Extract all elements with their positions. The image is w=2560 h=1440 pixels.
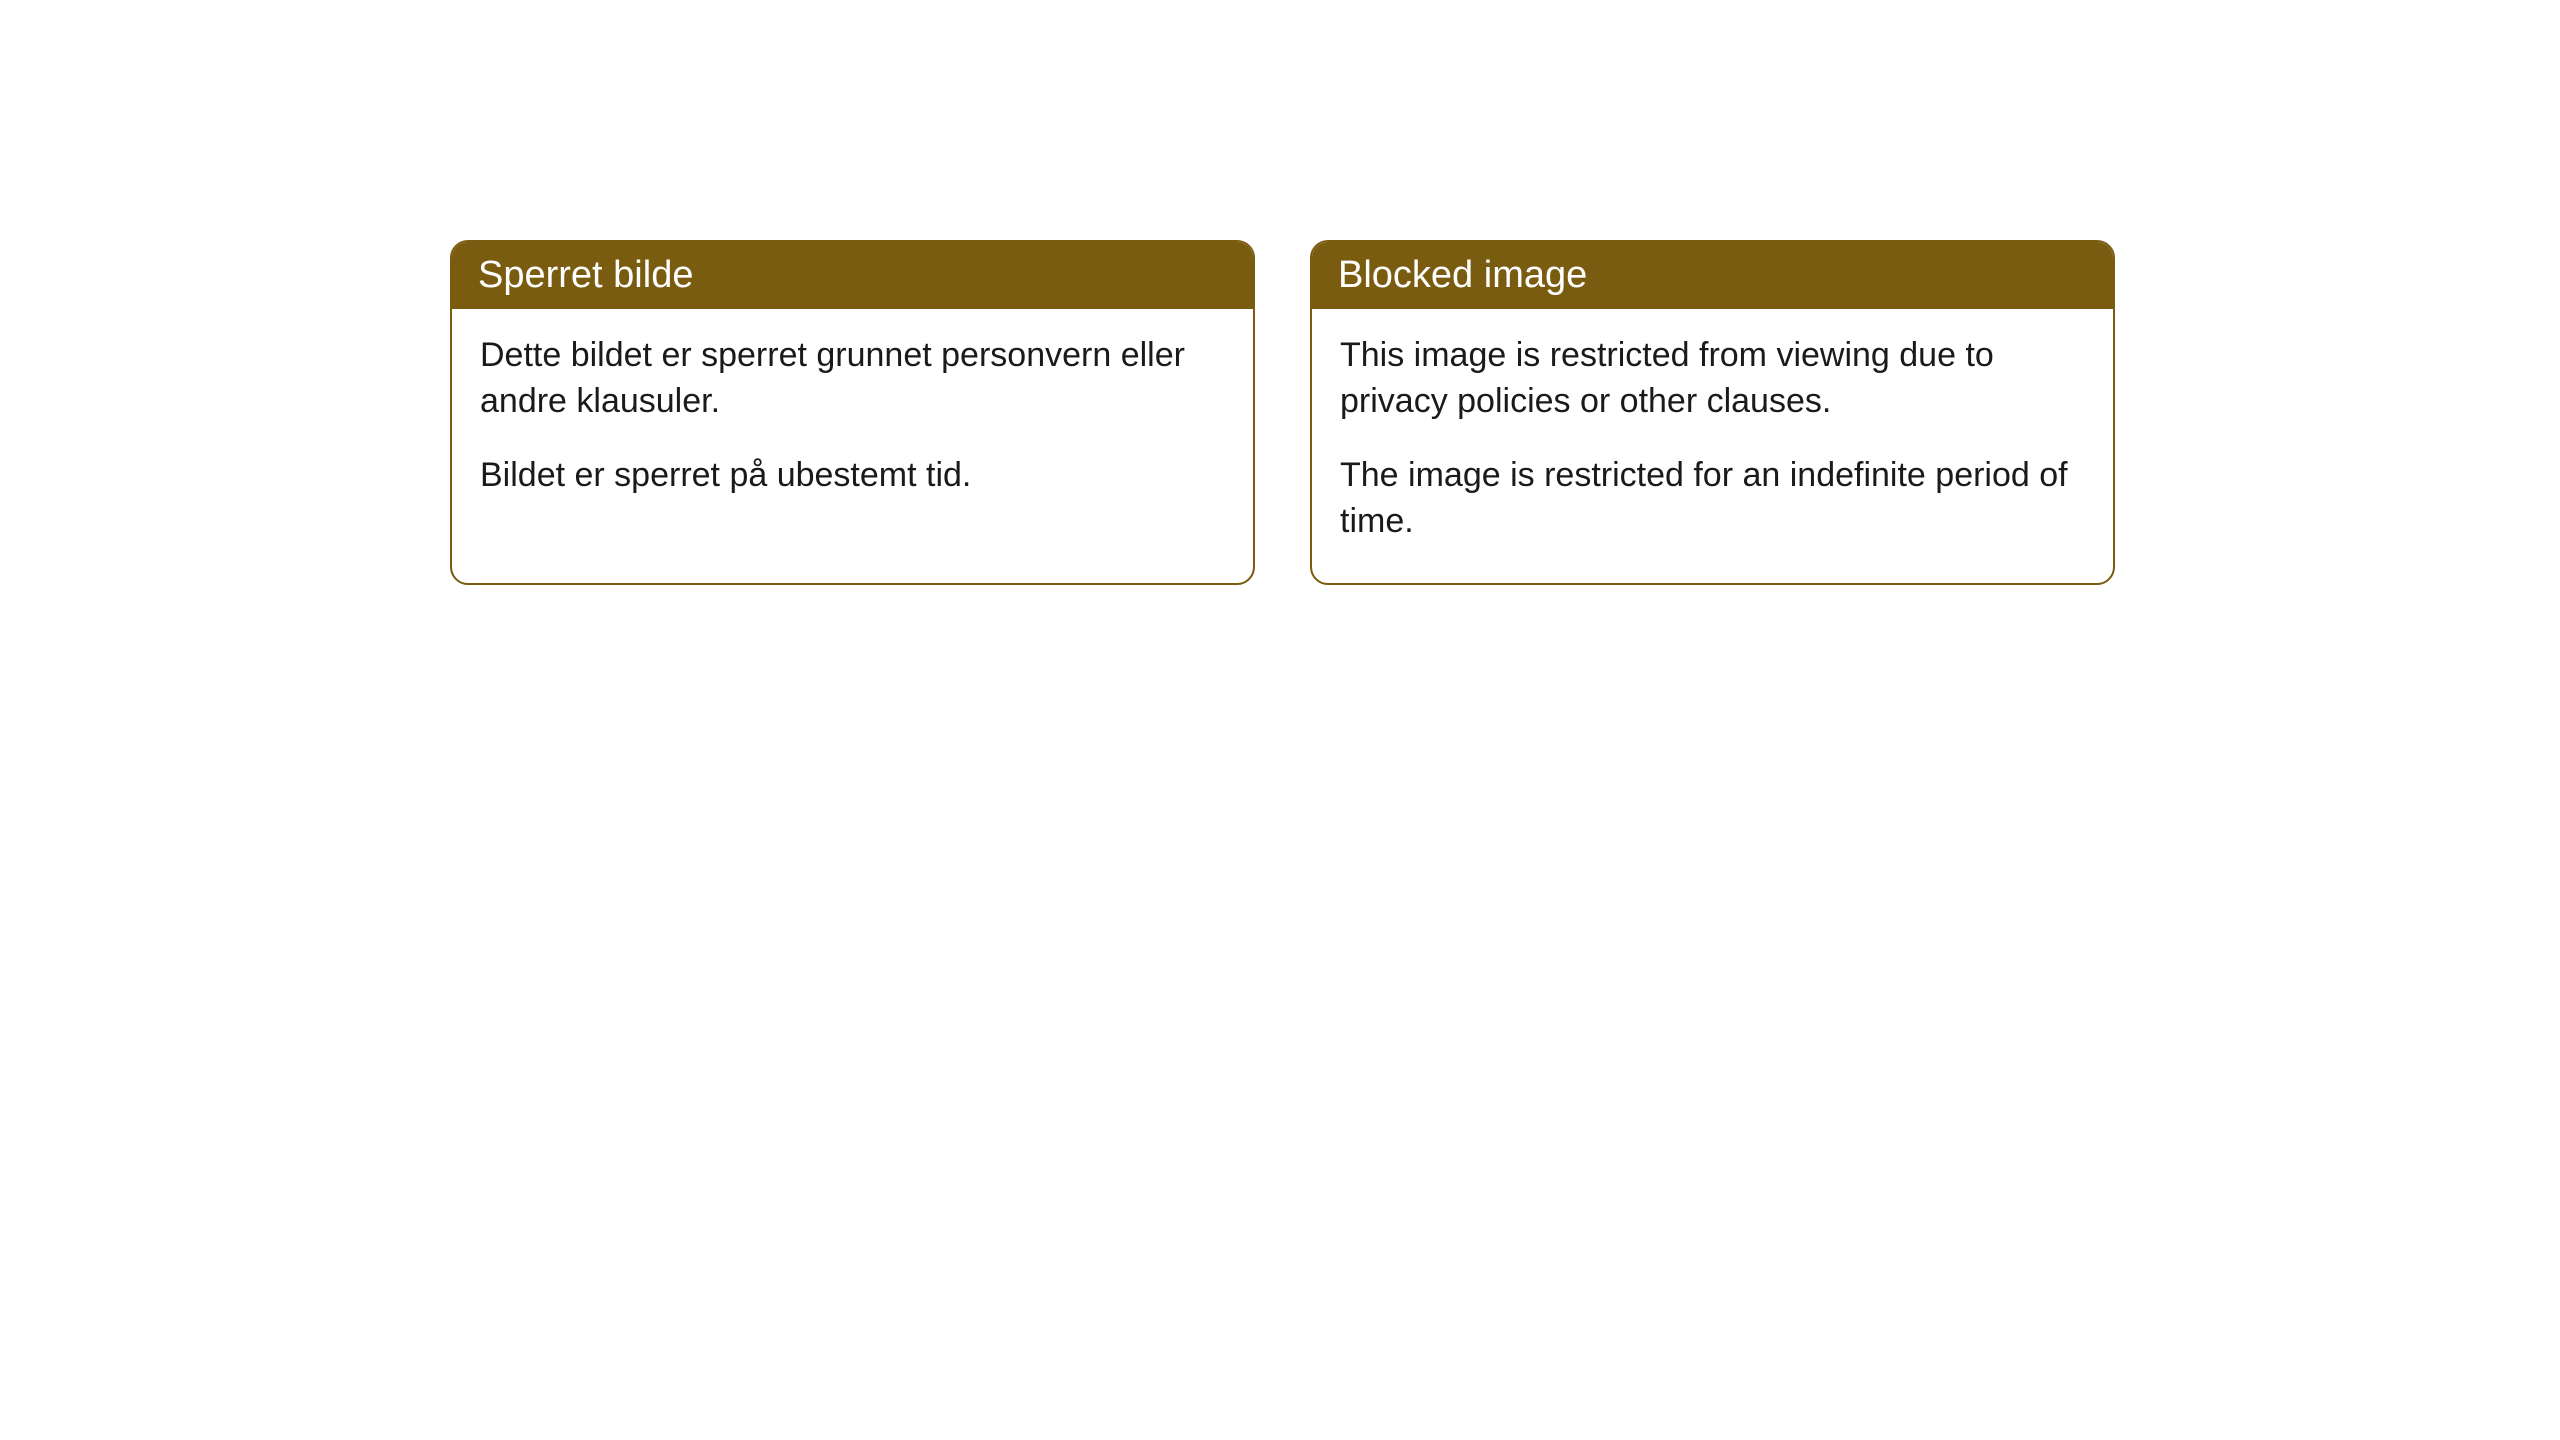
card-paragraph: This image is restricted from viewing du… <box>1340 333 2085 425</box>
card-paragraph: Dette bildet er sperret grunnet personve… <box>480 333 1225 425</box>
card-body-no: Dette bildet er sperret grunnet personve… <box>452 309 1253 537</box>
card-title-en: Blocked image <box>1312 242 2113 309</box>
card-paragraph: The image is restricted for an indefinit… <box>1340 453 2085 545</box>
card-title-no: Sperret bilde <box>452 242 1253 309</box>
card-paragraph: Bildet er sperret på ubestemt tid. <box>480 453 1225 499</box>
blocked-image-card-en: Blocked image This image is restricted f… <box>1310 240 2115 585</box>
notice-cards-container: Sperret bilde Dette bildet er sperret gr… <box>0 0 2560 585</box>
card-body-en: This image is restricted from viewing du… <box>1312 309 2113 583</box>
blocked-image-card-no: Sperret bilde Dette bildet er sperret gr… <box>450 240 1255 585</box>
